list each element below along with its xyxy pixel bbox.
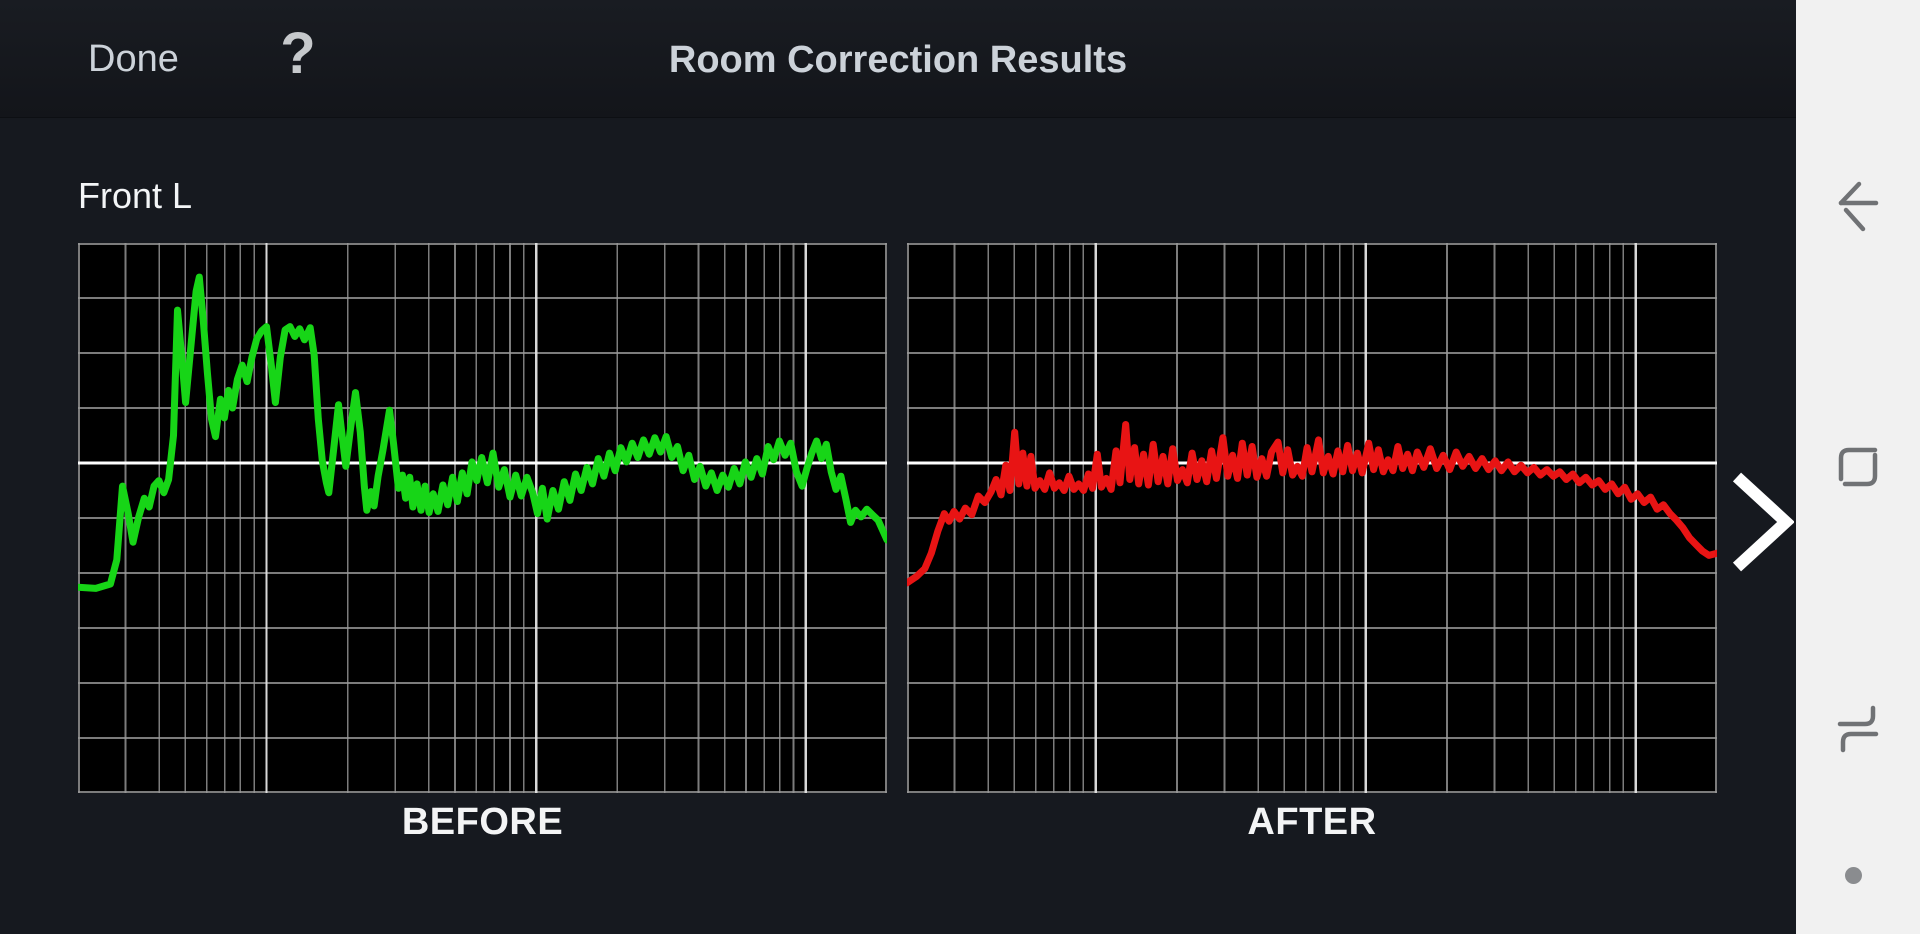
channel-label: Front L bbox=[78, 175, 193, 216]
after-caption: AFTER bbox=[1247, 801, 1377, 843]
chevron-right-icon bbox=[1732, 472, 1794, 572]
frequency-response-curve bbox=[78, 273, 887, 592]
before-chart-canvas bbox=[78, 243, 887, 793]
done-button[interactable]: Done bbox=[88, 38, 179, 80]
after-chart-canvas bbox=[907, 243, 1717, 793]
after-chart bbox=[907, 243, 1717, 793]
before-caption: BEFORE bbox=[401, 801, 564, 843]
recents-icon bbox=[1837, 705, 1879, 753]
next-channel-button[interactable] bbox=[1726, 466, 1800, 578]
page-title: Room Correction Results bbox=[668, 39, 1128, 81]
help-button[interactable]: ? bbox=[280, 21, 316, 86]
nav-home-button[interactable] bbox=[1822, 425, 1894, 509]
android-navbar bbox=[1796, 0, 1920, 934]
back-arrow-icon bbox=[1838, 181, 1879, 232]
frequency-response-curve bbox=[907, 421, 1717, 587]
nav-back-button[interactable] bbox=[1822, 164, 1894, 248]
nav-recents-button[interactable] bbox=[1822, 687, 1894, 771]
top-bar: Done ? Room Correction Results bbox=[0, 0, 1796, 118]
home-outline-icon bbox=[1838, 447, 1878, 487]
navbar-hide-dot[interactable] bbox=[1845, 867, 1862, 884]
before-chart bbox=[78, 243, 887, 793]
